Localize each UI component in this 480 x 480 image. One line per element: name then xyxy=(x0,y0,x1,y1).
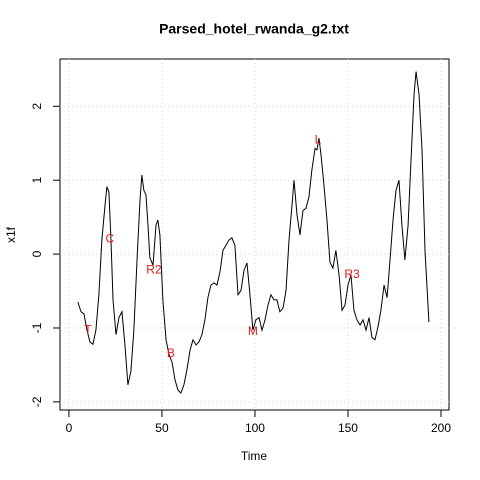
y-tick-label: 2 xyxy=(30,103,44,110)
annotation: B xyxy=(167,346,175,360)
x-tick-label: 100 xyxy=(245,421,265,435)
annotation: M xyxy=(248,324,258,338)
x-tick-label: 0 xyxy=(66,421,73,435)
y-tick-label: -2 xyxy=(30,396,44,407)
data-line xyxy=(77,71,430,394)
x-axis-label: Time xyxy=(241,449,268,463)
y-tick-label: 0 xyxy=(30,250,44,257)
annotation: C xyxy=(106,231,115,245)
x-tick-label: 200 xyxy=(431,421,451,435)
y-tick-label: -1 xyxy=(30,322,44,333)
annotation: R2 xyxy=(146,263,162,277)
annotation: T xyxy=(84,322,92,336)
y-axis-label: x1f xyxy=(4,226,18,243)
x-tick-label: 50 xyxy=(155,421,169,435)
chart-title: Parsed_hotel_rwanda_g2.txt xyxy=(159,21,349,37)
x-tick-label: 150 xyxy=(338,421,358,435)
y-tick-label: 1 xyxy=(30,177,44,184)
annotation: L xyxy=(315,132,322,146)
annotation: R3 xyxy=(344,267,360,281)
